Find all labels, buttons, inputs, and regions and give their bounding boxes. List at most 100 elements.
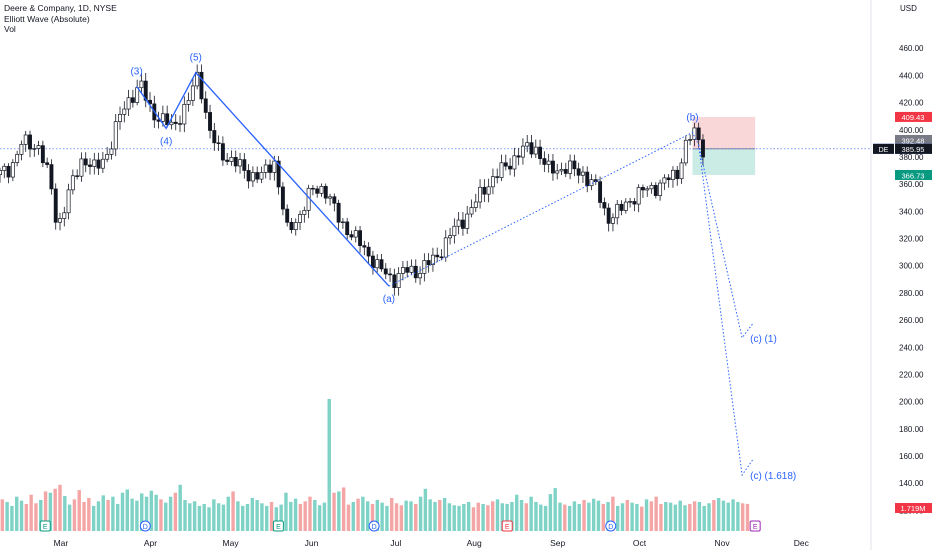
y-tick-label: 160.00 [899, 452, 924, 461]
earnings-marker[interactable] [272, 520, 284, 532]
dividend-marker[interactable] [368, 520, 380, 532]
y-tick-label: 420.00 [899, 99, 924, 108]
volume-bar [313, 499, 317, 531]
impulse-wave-line[interactable] [136, 71, 390, 287]
volume-bar [34, 503, 38, 531]
candle-body [160, 113, 165, 122]
price-label-text: 392.48 [902, 136, 925, 145]
volume-bar [10, 505, 14, 531]
y-tick-label: 220.00 [899, 370, 924, 379]
candle-body [495, 176, 500, 178]
volume-bar [563, 504, 567, 531]
price-tag-box[interactable] [873, 143, 894, 154]
candle-body [362, 245, 367, 248]
candle-body [473, 201, 478, 208]
candle-body [178, 123, 182, 125]
volume-bar [692, 501, 697, 531]
wave-label[interactable]: (b) [686, 112, 698, 123]
wave-label[interactable]: (c) (1) [750, 334, 777, 345]
volume-label[interactable]: Vol [4, 24, 16, 34]
volume-bar [390, 498, 394, 531]
candle-body [649, 184, 654, 190]
volume-bar [399, 505, 404, 531]
volume-bar [178, 484, 182, 531]
x-tick-label: Mar [54, 538, 69, 548]
wave-label[interactable]: (a) [383, 294, 395, 305]
volume-bar [72, 499, 77, 531]
volume-bar [67, 504, 72, 531]
volume-bar [548, 494, 553, 531]
x-tick-label: Apr [144, 538, 157, 548]
symbol-title[interactable]: Deere & Company, 1D, NYSE [4, 3, 117, 13]
candle-body [555, 170, 560, 174]
volume-bar [39, 499, 43, 531]
volume-bar [486, 505, 490, 531]
candle-body [62, 212, 67, 219]
price-label-box[interactable] [895, 134, 932, 145]
dividend-marker-letter: D [143, 524, 148, 531]
candle-body [79, 158, 84, 177]
candle-body [598, 181, 603, 203]
volume-bar [481, 503, 485, 531]
dividend-marker[interactable] [605, 520, 617, 532]
volume-bar [683, 505, 687, 531]
candle-body [220, 143, 225, 161]
volume-bar [716, 498, 721, 531]
candle-body [336, 202, 341, 223]
candle-body [413, 265, 418, 279]
candle-body [15, 154, 20, 163]
candle-body [503, 162, 508, 167]
volume-label-box[interactable] [895, 503, 932, 513]
earnings-marker[interactable] [39, 520, 51, 532]
candle-body [666, 177, 671, 181]
volume-bar [192, 501, 197, 531]
volume-bar [442, 498, 447, 531]
wave-label[interactable]: (4) [160, 136, 172, 147]
candle-body [383, 268, 388, 275]
volume-bar [293, 498, 298, 531]
volume-bar [370, 503, 375, 531]
candle-body [238, 159, 242, 167]
volume-bar [418, 496, 423, 531]
corrective-wave-line[interactable] [388, 131, 700, 287]
volume-bar [48, 492, 53, 531]
candle-body [319, 186, 324, 194]
x-tick-label: Oct [633, 538, 647, 548]
volume-bar [236, 501, 240, 531]
volume-bar [490, 501, 495, 531]
candle-body [255, 172, 260, 180]
volume-bar [404, 500, 408, 531]
candle-body [499, 162, 504, 178]
dividend-marker[interactable] [139, 520, 151, 532]
volume-bar [471, 507, 476, 531]
price-label-box[interactable] [895, 169, 932, 180]
candle-body [113, 121, 118, 150]
indicator-label[interactable]: Elliott Wave (Absolute) [4, 13, 90, 24]
volume-bar [240, 505, 245, 531]
wave-label[interactable]: (3) [130, 66, 142, 77]
candle-body [426, 260, 431, 266]
price-label-text: 366.73 [902, 171, 925, 180]
candle-body [482, 186, 487, 195]
volume-bar [43, 491, 48, 531]
candle-body [105, 154, 110, 160]
volume-bar [135, 500, 139, 531]
volume-bar [659, 503, 663, 531]
volume-bar [654, 496, 658, 531]
price-label-box[interactable] [895, 111, 932, 122]
projection-wave-line[interactable] [698, 144, 754, 339]
volume-bar [466, 501, 471, 531]
candle-body [448, 235, 453, 239]
price-label-box[interactable] [895, 143, 932, 154]
wave-label[interactable]: (c) (1.618) [750, 471, 796, 482]
earnings-marker[interactable] [501, 520, 513, 532]
volume-bar [702, 505, 706, 531]
earnings-marker[interactable] [749, 520, 761, 532]
y-tick-label: 440.00 [899, 71, 924, 80]
wave-label[interactable]: (5) [190, 53, 202, 64]
candle-body [66, 189, 71, 214]
projection-wave-line[interactable] [698, 144, 754, 477]
candle-body [53, 188, 58, 223]
